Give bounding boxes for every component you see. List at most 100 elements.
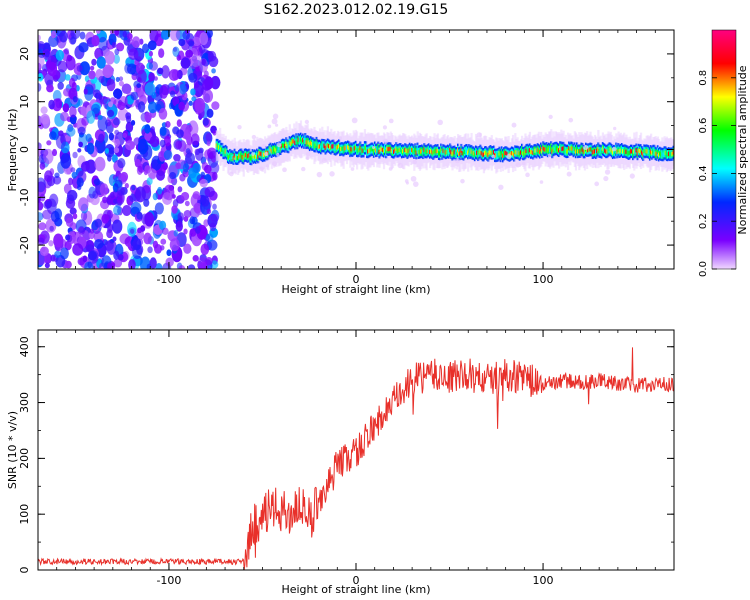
spectrogram-cell	[455, 151, 459, 156]
spectrogram-cell	[638, 149, 642, 154]
spectrogram-cell	[85, 133, 92, 143]
spectrogram-cell	[131, 184, 136, 191]
spectrogram-cell	[665, 152, 668, 157]
spectrogram-cell	[518, 151, 521, 157]
spectrogram-cell	[242, 155, 245, 160]
spectrogram-cell	[49, 225, 54, 232]
spectrogram-cell	[653, 149, 656, 154]
spectrogram-cell	[317, 144, 321, 149]
spectrogram-cell	[437, 119, 443, 126]
spectrogram-cell	[111, 41, 117, 48]
spectrogram-cell	[191, 96, 197, 102]
spectrogram-cell	[587, 147, 590, 153]
spectrogram-cell	[189, 216, 196, 225]
spectrogram-cell	[193, 202, 202, 214]
spectrogram-cell	[472, 150, 475, 156]
spectrogram-cell	[251, 153, 254, 158]
spectrogram-cell	[212, 130, 217, 136]
spectrogram-cell	[669, 152, 672, 157]
snr-y-tick-label: 200	[18, 448, 31, 469]
spectrogram-cell	[172, 126, 180, 135]
spectrogram-cell	[124, 63, 132, 74]
spectrogram-cell	[201, 58, 206, 66]
spectrogram-cell	[239, 153, 242, 158]
spectrogram-cell	[522, 161, 526, 166]
spectrogram-cell	[115, 76, 120, 83]
spectrogram-y-tick-label: 0	[18, 146, 31, 153]
spectrogram-cell	[381, 147, 385, 153]
spectrogram-cell	[63, 48, 69, 55]
spectrogram-cell	[448, 149, 451, 155]
spectrogram-cell	[606, 149, 609, 154]
spectrogram-cell	[54, 250, 62, 258]
spectrogram-cell	[108, 132, 115, 141]
spectrogram-cell	[178, 38, 186, 47]
spectrogram-cell	[331, 144, 334, 149]
spectrogram-cell	[360, 148, 363, 154]
spectrogram-cell	[596, 148, 599, 153]
spectrogram-cell	[503, 151, 506, 157]
spectrogram-cell	[248, 153, 251, 158]
spectrogram-cell	[76, 65, 83, 72]
spectrogram-cell	[450, 150, 453, 155]
spectrogram-cell	[327, 143, 331, 149]
spectrogram-cell	[53, 233, 64, 248]
spectrogram-cell	[179, 173, 186, 182]
spectrogram-cell	[527, 149, 530, 154]
spectrogram-cell	[594, 181, 600, 187]
spectrogram-cell	[287, 144, 290, 149]
spectrogram-cell	[397, 148, 400, 153]
spectrogram-cell	[439, 151, 442, 156]
spectrogram-cell	[137, 89, 146, 99]
spectrogram-cell	[610, 148, 613, 153]
spectrogram-cell	[430, 148, 433, 154]
spectrogram-cell	[151, 155, 162, 171]
spectrogram-cell	[297, 137, 300, 142]
spectrogram-cell	[620, 147, 624, 152]
spectrogram-cell	[80, 211, 88, 221]
spectrogram-cell	[198, 45, 206, 54]
spectrogram-cell	[203, 219, 209, 227]
spectrogram-cell	[264, 152, 269, 157]
spectrogram-cell	[356, 148, 359, 153]
spectrogram-cell	[92, 190, 99, 199]
spectrogram-cell	[261, 153, 264, 158]
spectrogram-cell	[489, 149, 492, 154]
spectrogram-cell	[256, 153, 259, 158]
spectrogram-cell	[62, 103, 70, 113]
spectrogram-cell	[597, 146, 600, 152]
spectrogram-cell	[274, 147, 277, 152]
spectrogram-cell	[304, 137, 307, 142]
spectrogram-cell	[95, 30, 101, 34]
spectrogram-cell	[651, 150, 654, 156]
spectrogram-cell	[195, 148, 204, 161]
spectrogram-cell	[237, 125, 242, 130]
spectrogram-cell	[660, 152, 663, 157]
spectrogram-cell	[155, 262, 163, 269]
spectrogram-cell	[435, 149, 438, 154]
spectrogram-cell	[38, 40, 45, 50]
spectrogram-cell	[505, 150, 508, 156]
spectrogram-cell	[38, 177, 46, 193]
spectrogram-cell	[628, 150, 631, 155]
spectrogram-cell	[380, 146, 383, 151]
spectrogram-cell	[78, 197, 89, 212]
spectrogram-cell	[125, 140, 135, 151]
spectrogram-cell	[261, 143, 267, 150]
spectrogram-cell	[303, 140, 306, 145]
spectrogram-cell	[618, 149, 621, 154]
spectrogram-cell	[223, 150, 226, 155]
colorbar-tick-label: 0.6	[698, 118, 709, 134]
spectrogram-cell	[379, 147, 382, 153]
spectrogram-cell	[165, 257, 174, 267]
spectrogram-cell	[57, 60, 68, 73]
spectrogram-cell	[68, 177, 74, 186]
spectrogram-cell	[495, 153, 498, 158]
spectrogram-cell	[156, 30, 162, 38]
spectrogram-cell	[588, 147, 591, 153]
spectrogram-cell	[492, 150, 496, 155]
spectrogram-cell	[130, 242, 138, 250]
spectrogram-cell	[188, 40, 195, 47]
spectrogram-cell	[416, 147, 419, 152]
spectrogram-cell	[322, 143, 325, 148]
